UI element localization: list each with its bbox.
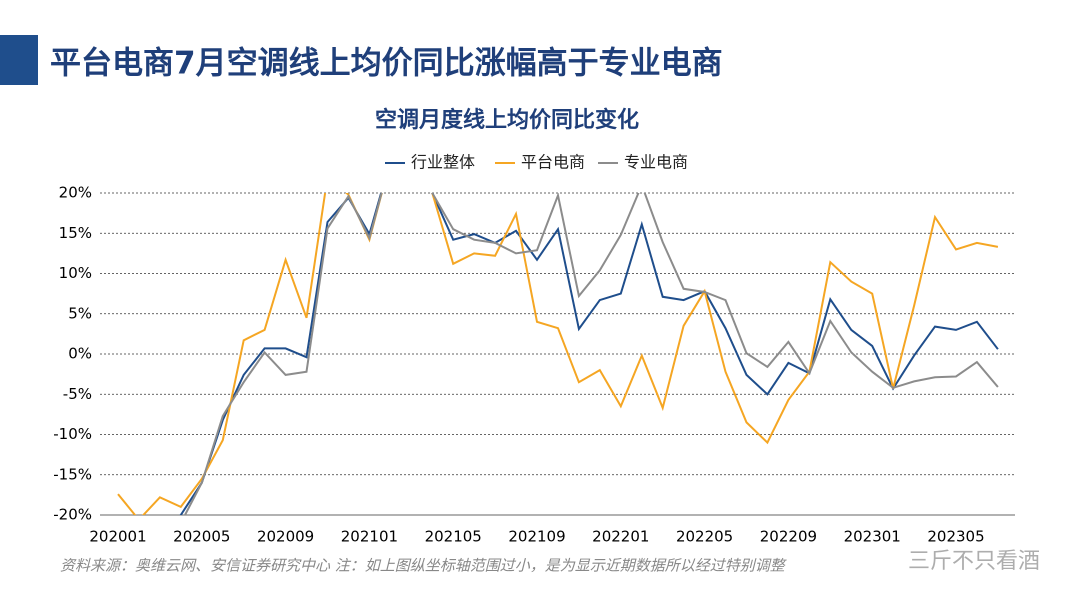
slide-title: 平台电商7月空调线上均价同比涨幅高于专业电商 [50,46,723,82]
y-tick-label: 0% [68,345,92,363]
legend-label: 平台电商 [521,153,585,172]
series-line [179,193,999,515]
y-tick-label: 10% [59,264,92,282]
y-tick-label: 15% [59,224,92,242]
x-tick-label: 202005 [173,528,230,546]
x-tick-label: 202305 [927,528,984,546]
footer: 资料来源：奥维云网、安信证券研究中心 注：如上图纵坐标轴范围过小，是为显示近期数… [60,557,788,575]
y-tick-label: 20% [59,184,92,202]
x-tick-label: 202209 [760,528,817,546]
x-tick-label: 202301 [844,528,901,546]
x-tick-label: 202205 [676,528,733,546]
y-tick-label: -20% [53,506,92,524]
x-tick-label: 202105 [425,528,482,546]
x-tick-label: 202109 [508,528,565,546]
y-tick-label: -15% [53,465,92,483]
title-block [0,35,38,85]
legend-label: 行业整体 [411,153,475,172]
x-tick-label: 202101 [341,528,398,546]
x-tick-label: 202009 [257,528,314,546]
series-line [117,193,999,515]
y-tick-label: -5% [63,385,92,403]
watermark: 三斤不只看酒 [908,549,1040,574]
y-tick-label: -10% [53,425,92,443]
legend-label: 专业电商 [624,153,688,172]
chart-title: 空调月度线上均价同比变化 [375,107,639,133]
x-tick-label: 202201 [592,528,649,546]
series-line [183,193,999,515]
y-tick-label: 5% [68,304,92,322]
x-tick-label: 202001 [89,528,146,546]
